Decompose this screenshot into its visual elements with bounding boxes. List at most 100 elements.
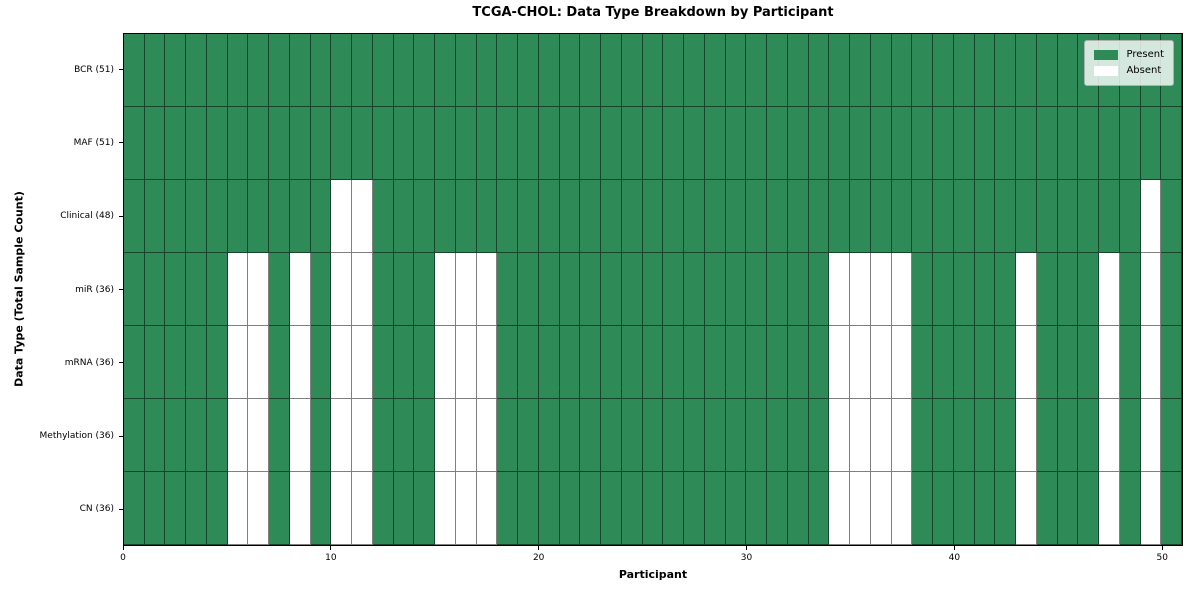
heatmap-cell bbox=[518, 180, 539, 253]
heatmap-cell bbox=[995, 180, 1017, 253]
heatmap-cell bbox=[787, 399, 809, 472]
heatmap-cell bbox=[787, 180, 809, 253]
heatmap-cell bbox=[870, 180, 892, 253]
heatmap-cell bbox=[601, 180, 622, 253]
heatmap-cell bbox=[186, 34, 207, 107]
heatmap-cell bbox=[933, 399, 954, 472]
heatmap-cell bbox=[435, 253, 456, 326]
legend-entry-absent: Absent bbox=[1094, 63, 1164, 79]
legend-swatch-present bbox=[1094, 50, 1119, 60]
heatmap-cell bbox=[974, 253, 996, 326]
heatmap-cell bbox=[186, 326, 207, 399]
heatmap-cell bbox=[829, 253, 851, 326]
heatmap-cell bbox=[144, 180, 166, 253]
heatmap-cell bbox=[933, 326, 954, 399]
heatmap-cell bbox=[1036, 34, 1058, 107]
heatmap-cell bbox=[912, 34, 934, 107]
heatmap-cell bbox=[124, 472, 145, 545]
plot-area: Present Absent bbox=[123, 33, 1183, 546]
heatmap-cell bbox=[850, 399, 871, 472]
heatmap-cell bbox=[891, 34, 913, 107]
heatmap-cell bbox=[1057, 253, 1079, 326]
heatmap-cell bbox=[227, 472, 249, 545]
heatmap-cell bbox=[144, 253, 166, 326]
heatmap-cell bbox=[1119, 399, 1141, 472]
heatmap-cell bbox=[663, 34, 685, 107]
heatmap-cell bbox=[165, 326, 187, 399]
heatmap-cell bbox=[518, 253, 539, 326]
heatmap-cell bbox=[974, 472, 996, 545]
heatmap-cell bbox=[891, 472, 913, 545]
heatmap-cell bbox=[455, 472, 477, 545]
heatmap-cell bbox=[787, 34, 809, 107]
heatmap-cell bbox=[808, 472, 830, 545]
heatmap-cell bbox=[476, 253, 498, 326]
heatmap-cell bbox=[455, 107, 477, 180]
heatmap-cell bbox=[1036, 253, 1058, 326]
heatmap-cell bbox=[331, 326, 353, 399]
heatmap-cell bbox=[787, 107, 809, 180]
heatmap-cell bbox=[953, 326, 975, 399]
heatmap-cell bbox=[497, 253, 519, 326]
heatmap-cell bbox=[1119, 326, 1141, 399]
heatmap-cell bbox=[455, 34, 477, 107]
y-tick-label: CN (36) bbox=[79, 504, 114, 515]
heatmap-cell bbox=[725, 253, 747, 326]
heatmap-cell bbox=[684, 399, 705, 472]
heatmap-cell bbox=[1078, 326, 1100, 399]
heatmap-cell bbox=[206, 107, 228, 180]
heatmap-cell bbox=[808, 399, 830, 472]
heatmap-cell bbox=[1078, 472, 1100, 545]
heatmap-cell bbox=[227, 107, 249, 180]
heatmap-cell bbox=[518, 472, 539, 545]
heatmap-cell bbox=[497, 472, 519, 545]
heatmap-cell bbox=[767, 326, 788, 399]
heatmap-cell bbox=[165, 180, 187, 253]
heatmap-cell bbox=[974, 326, 996, 399]
heatmap-cell bbox=[601, 34, 622, 107]
heatmap-cell bbox=[663, 180, 685, 253]
heatmap-cell bbox=[1119, 472, 1141, 545]
heatmap-cell bbox=[352, 107, 373, 180]
heatmap-cell bbox=[580, 326, 602, 399]
heatmap-cell bbox=[870, 34, 892, 107]
heatmap-cell bbox=[331, 253, 353, 326]
heatmap-cell bbox=[1161, 253, 1182, 326]
heatmap-cell bbox=[331, 472, 353, 545]
heatmap-cell bbox=[227, 180, 249, 253]
heatmap-cell bbox=[995, 34, 1017, 107]
heatmap-cell bbox=[912, 326, 934, 399]
heatmap-cell bbox=[144, 107, 166, 180]
heatmap-cell bbox=[746, 472, 768, 545]
x-tick-label: 10 bbox=[325, 553, 337, 563]
heatmap-cell bbox=[310, 107, 332, 180]
heatmap-cell bbox=[621, 472, 643, 545]
heatmap-cell bbox=[1057, 34, 1079, 107]
heatmap-cell bbox=[476, 34, 498, 107]
heatmap-cell bbox=[144, 399, 166, 472]
heatmap-cell bbox=[1161, 326, 1182, 399]
heatmap-cell bbox=[372, 399, 394, 472]
heatmap-cell bbox=[850, 472, 871, 545]
heatmap-cell bbox=[974, 399, 996, 472]
heatmap-cell bbox=[684, 472, 705, 545]
heatmap-cell bbox=[206, 326, 228, 399]
heatmap-cell bbox=[248, 107, 270, 180]
heatmap-cell bbox=[248, 34, 270, 107]
heatmap-cell bbox=[435, 399, 456, 472]
heatmap-cell bbox=[767, 34, 788, 107]
heatmap-cell bbox=[289, 253, 311, 326]
heatmap-cell bbox=[1036, 107, 1058, 180]
heatmap-cell bbox=[538, 326, 560, 399]
x-tick-mark bbox=[953, 546, 955, 550]
heatmap-cell bbox=[621, 399, 643, 472]
heatmap-cell bbox=[912, 180, 934, 253]
heatmap-cell bbox=[352, 472, 373, 545]
x-tick-mark bbox=[1161, 546, 1163, 550]
heatmap-cell bbox=[829, 34, 851, 107]
heatmap-cell bbox=[393, 34, 415, 107]
x-tick-label: 30 bbox=[740, 553, 753, 563]
heatmap-cell bbox=[704, 472, 726, 545]
heatmap-cell bbox=[165, 107, 187, 180]
x-tick-label: 40 bbox=[948, 553, 961, 563]
